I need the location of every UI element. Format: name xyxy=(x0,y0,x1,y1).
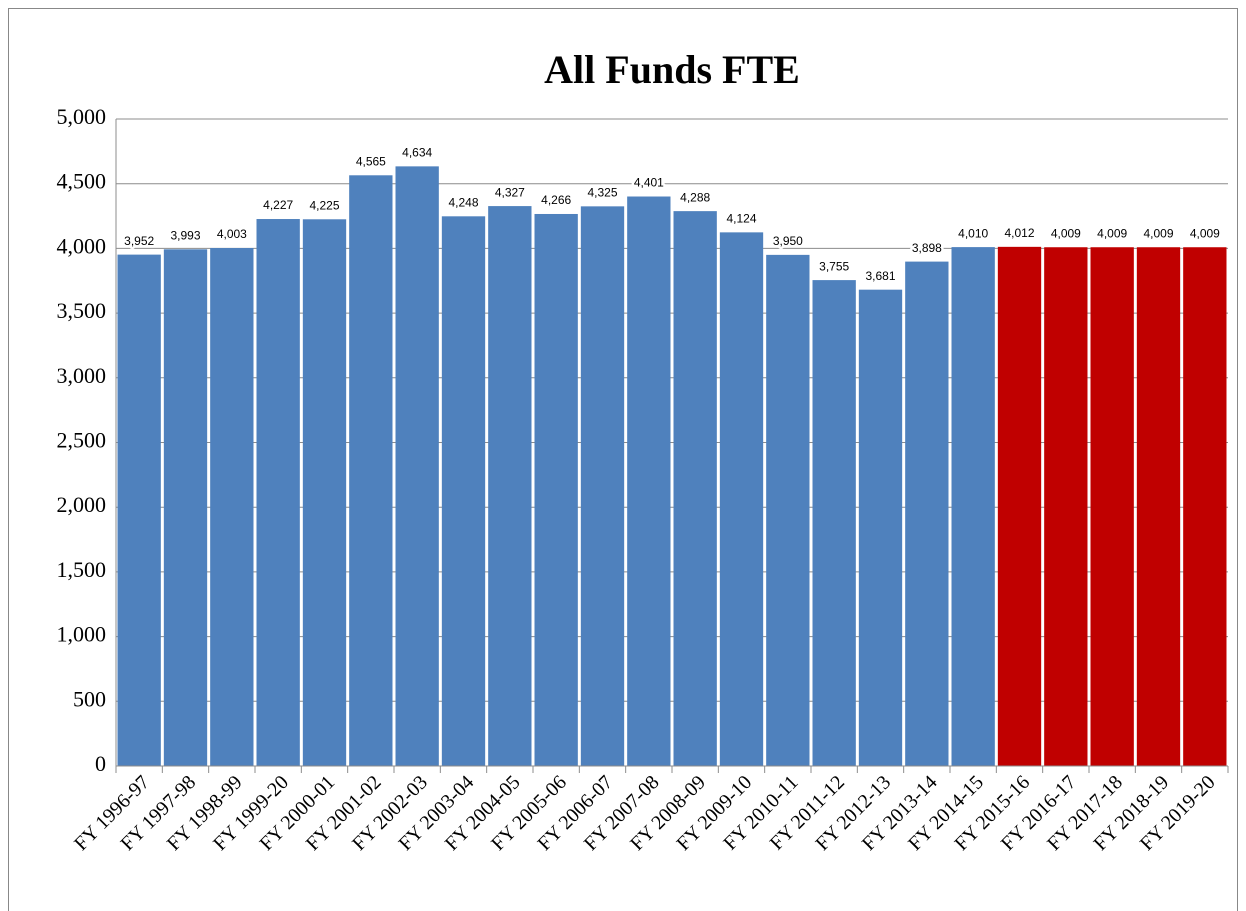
data-label: 4,634 xyxy=(402,146,432,160)
data-label: 4,327 xyxy=(495,185,525,199)
data-label: 4,010 xyxy=(958,226,988,240)
bar xyxy=(766,254,810,766)
y-tick-label: 3,000 xyxy=(57,363,107,388)
bar xyxy=(1183,247,1227,766)
bar xyxy=(395,166,439,766)
chart-title: All Funds FTE xyxy=(544,47,800,92)
bar xyxy=(905,261,949,766)
y-tick-label: 2,000 xyxy=(57,492,107,517)
bar xyxy=(1136,247,1181,766)
bar xyxy=(858,289,903,766)
bar xyxy=(349,175,393,766)
bar xyxy=(163,249,208,767)
y-tick-label: 4,000 xyxy=(57,233,107,258)
data-label: 4,225 xyxy=(309,198,339,212)
data-label: 3,755 xyxy=(819,259,849,273)
data-label: 4,288 xyxy=(680,190,710,204)
bar xyxy=(488,206,532,767)
data-label: 4,009 xyxy=(1051,226,1081,240)
data-label: 4,266 xyxy=(541,193,571,207)
data-label: 3,681 xyxy=(865,269,895,283)
data-label: 4,401 xyxy=(634,176,664,190)
data-label: 4,325 xyxy=(587,186,617,200)
data-label: 3,993 xyxy=(170,228,200,242)
bar xyxy=(210,248,254,767)
bar xyxy=(441,216,486,766)
bar xyxy=(1090,247,1134,766)
y-tick-label: 1,500 xyxy=(57,557,107,582)
bar xyxy=(997,246,1042,767)
y-tick-label: 5,000 xyxy=(57,104,107,129)
data-label: 4,227 xyxy=(263,198,293,212)
data-label: 3,898 xyxy=(912,241,942,255)
data-label: 3,950 xyxy=(773,234,803,248)
data-label: 4,003 xyxy=(217,227,247,241)
bar xyxy=(580,206,625,767)
bar xyxy=(627,196,671,766)
bar xyxy=(1044,247,1088,766)
bar xyxy=(812,280,856,766)
bar xyxy=(256,219,300,767)
data-label: 4,012 xyxy=(1004,226,1034,240)
bar xyxy=(951,247,995,766)
data-label: 3,952 xyxy=(124,234,154,248)
bar xyxy=(673,211,717,766)
data-label: 4,009 xyxy=(1097,226,1127,240)
y-tick-label: 3,500 xyxy=(57,298,107,323)
y-tick-label: 2,500 xyxy=(57,428,107,453)
bar xyxy=(719,232,764,767)
bar xyxy=(534,213,578,766)
bar xyxy=(302,219,347,766)
y-tick-label: 1,000 xyxy=(57,622,107,647)
data-label: 4,565 xyxy=(356,154,386,168)
data-label: 4,009 xyxy=(1190,226,1220,240)
bar xyxy=(117,254,161,766)
data-label: 4,124 xyxy=(726,212,756,226)
y-tick-label: 0 xyxy=(95,751,106,776)
y-tick-label: 4,500 xyxy=(57,169,107,194)
data-label: 4,009 xyxy=(1143,226,1173,240)
y-tick-label: 500 xyxy=(73,686,106,711)
data-label: 4,248 xyxy=(448,195,478,209)
